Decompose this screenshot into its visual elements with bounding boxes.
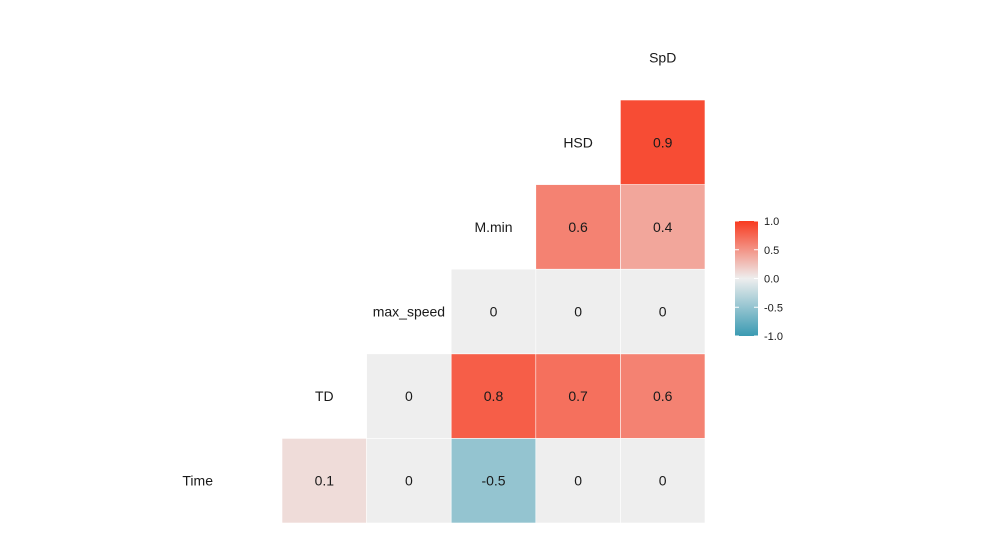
heatmap-cell-max_speed-HSD: 0 (535, 268, 621, 355)
heatmap-cell-HSD-SpD: 0.9 (620, 99, 706, 185)
heatmap-cell-label: 0 (490, 304, 498, 320)
heatmap-cell-label: 0.4 (653, 219, 673, 235)
variable-label-TD: TD (315, 388, 334, 404)
heatmap-cell-Time-TD: 0.1 (281, 438, 367, 524)
heatmap-cell-label: 0 (405, 388, 413, 404)
legend-ticks: 1.0 0.5 0.0 -0.5 -1.0 (735, 216, 783, 343)
heatmap-cell-label: 0 (574, 304, 582, 320)
heatmap-cell-label: 0 (659, 473, 667, 489)
heatmap-cell-rect (535, 438, 621, 524)
heatmap-cell-label: 0 (659, 304, 667, 320)
heatmap-cell-TD-max_speed: 0 (366, 353, 452, 439)
heatmap-cell-Time-M.min: -0.5 (450, 438, 537, 524)
legend-tick-label: 0.5 (764, 245, 779, 257)
heatmap-cell-Time-SpD: 0 (620, 438, 706, 524)
variable-label-Time: Time (182, 473, 213, 489)
heatmap-cell-TD-M.min: 0.8 (450, 353, 537, 439)
variable-label-max_speed: max_speed (373, 304, 445, 320)
heatmap-cell-rect (366, 438, 452, 524)
heatmap-cell-label: 0.6 (653, 388, 673, 404)
heatmap-cell-max_speed-M.min: 0 (450, 268, 537, 355)
legend-tick-label: -0.5 (764, 302, 783, 314)
heatmap-cell-rect (620, 438, 706, 524)
heatmap-cell-label: 0.9 (653, 134, 673, 150)
heatmap-cells: 0.1 0 -0.5 0 0 0 0.8 0.7 0.6 0 0 0 0.6 0.4 0.9 (281, 99, 706, 524)
heatmap-cell-rect (281, 438, 367, 524)
variable-label-SpD: SpD (649, 50, 676, 66)
heatmap-cell-rect (620, 99, 706, 185)
legend-tick-label: -1.0 (764, 331, 783, 343)
heatmap-cell-rect (620, 268, 706, 355)
heatmap-cell-label: 0.8 (484, 388, 504, 404)
heatmap-cell-rect (450, 268, 537, 355)
heatmap-cell-max_speed-SpD: 0 (620, 268, 706, 355)
heatmap-cell-rect (535, 184, 621, 270)
heatmap-cell-Time-HSD: 0 (535, 438, 621, 524)
color-legend: 1.0 0.5 0.0 -0.5 -1.0 (735, 216, 783, 343)
heatmap-cell-label: 0.7 (568, 388, 588, 404)
heatmap-cell-label: 0 (574, 473, 582, 489)
heatmap-cell-rect (450, 353, 537, 439)
heatmap-cell-rect (535, 353, 621, 439)
heatmap-cell-rect (366, 353, 452, 439)
heatmap-cell-M.min-SpD: 0.4 (620, 184, 706, 270)
variable-labels: Time TD max_speed M.min HSD SpD (182, 50, 676, 489)
legend-tick-label: 0.0 (764, 274, 779, 286)
variable-label-HSD: HSD (563, 134, 593, 150)
heatmap-cell-TD-HSD: 0.7 (535, 353, 621, 439)
legend-tick-label: 1.0 (764, 216, 779, 228)
heatmap-cell-Time-max_speed: 0 (366, 438, 452, 524)
heatmap-cell-label: 0 (405, 473, 413, 489)
heatmap-cell-TD-SpD: 0.6 (620, 353, 706, 439)
legend-colorbar (735, 221, 758, 336)
heatmap-cell-label: -0.5 (481, 473, 505, 489)
heatmap-cell-rect (620, 353, 706, 439)
heatmap-cell-M.min-HSD: 0.6 (535, 184, 621, 270)
variable-label-M.min: M.min (474, 219, 512, 235)
heatmap-cell-label: 0.1 (315, 473, 335, 489)
heatmap-cell-label: 0.6 (568, 219, 588, 235)
